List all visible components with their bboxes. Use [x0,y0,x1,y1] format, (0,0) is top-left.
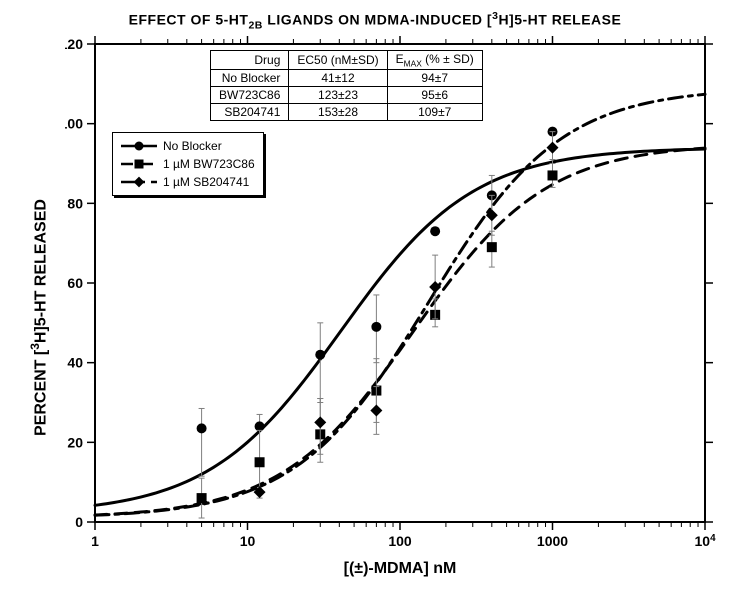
x-axis-title: [(±)-MDMA] nM [95,560,705,578]
svg-text:120: 120 [65,36,83,52]
svg-text:60: 60 [67,275,83,291]
legend-item: No Blocker [121,137,255,155]
svg-text:100: 100 [65,116,83,132]
legend-label: No Blocker [163,137,222,155]
svg-text:20: 20 [67,434,83,450]
legend: No Blocker1 µM BW723C861 µM SB204741 [112,132,264,196]
svg-text:40: 40 [67,355,83,371]
svg-text:80: 80 [67,195,83,211]
svg-text:0: 0 [75,514,83,530]
svg-text:10: 10 [240,533,256,549]
stats-table: DrugEC50 (nM±SD)EMAX (% ± SD)No Blocker4… [210,50,483,121]
svg-text:1000: 1000 [537,533,568,549]
svg-text:1: 1 [91,533,99,549]
y-axis-title: PERCENT [3H]5-HT RELEASED [28,199,50,436]
legend-item: 1 µM BW723C86 [121,155,255,173]
legend-label: 1 µM BW723C86 [163,155,255,173]
legend-item: 1 µM SB204741 [121,173,255,191]
svg-text:100: 100 [388,533,412,549]
svg-text:104: 104 [694,533,716,550]
chart-title: EFFECT OF 5-HT2B LIGANDS ON MDMA-INDUCED… [0,10,750,31]
legend-label: 1 µM SB204741 [163,173,249,191]
